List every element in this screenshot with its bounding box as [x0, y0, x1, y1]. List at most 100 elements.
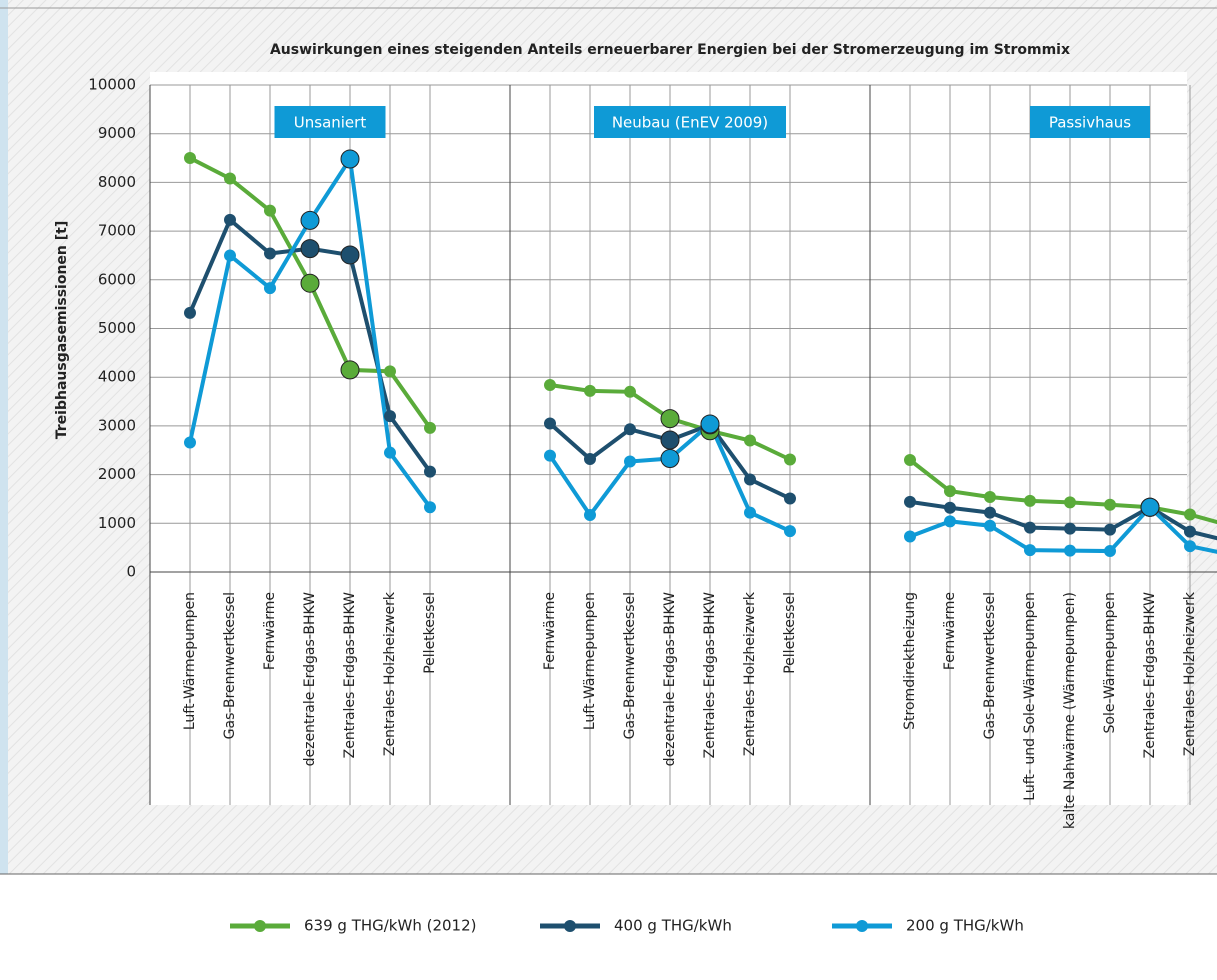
- marker: [424, 421, 436, 434]
- marker: [184, 436, 196, 449]
- marker: [904, 530, 916, 543]
- marker: [624, 423, 636, 436]
- x-tick-label: Gas-Brennwertkessel: [622, 592, 638, 739]
- legend-marker: [856, 920, 868, 932]
- y-tick-label: 2000: [98, 465, 136, 483]
- y-tick-label: 3000: [98, 416, 136, 434]
- marker: [264, 204, 276, 217]
- marker: [1064, 522, 1076, 535]
- x-tick-label: Zentrales Holzheizwerk: [382, 591, 398, 756]
- x-tick-label: Sole-Wärmepumpen: [1102, 592, 1118, 734]
- marker: [1024, 494, 1036, 507]
- marker: [424, 501, 436, 514]
- marker: [584, 384, 596, 397]
- marker: [1024, 521, 1036, 534]
- marker: [384, 410, 396, 423]
- marker: [784, 453, 796, 466]
- chart-title: Auswirkungen eines steigenden Anteils er…: [270, 42, 1070, 58]
- marker: [224, 213, 236, 226]
- marker: [984, 491, 996, 504]
- y-tick-label: 4000: [98, 368, 136, 386]
- marker: [904, 495, 916, 508]
- marker: [300, 210, 320, 230]
- marker: [424, 465, 436, 478]
- marker: [1064, 544, 1076, 557]
- y-tick-label: 10000: [88, 76, 136, 94]
- marker: [660, 430, 680, 450]
- x-tick-label: Zentrales Holzheizwerk: [1182, 591, 1198, 756]
- panel-label-box: [1030, 106, 1150, 138]
- x-tick-label: Zentrales Holzheizwerk: [742, 591, 758, 756]
- marker: [584, 509, 596, 522]
- x-tick-label: kalte Nahwärme (Wärmepumpen): [1062, 592, 1078, 829]
- y-axis-label: Treibhausgasemissionen [t]: [54, 221, 70, 440]
- marker: [1064, 496, 1076, 509]
- legend-label: 200 g THG/kWh: [906, 917, 1024, 935]
- marker: [984, 519, 996, 532]
- marker: [300, 239, 320, 259]
- y-tick-label: 8000: [98, 173, 136, 191]
- marker: [340, 245, 360, 265]
- marker: [1104, 545, 1116, 558]
- marker: [1184, 508, 1196, 521]
- marker: [264, 282, 276, 295]
- marker: [1104, 498, 1116, 511]
- marker: [544, 449, 556, 462]
- x-tick-label: Fernwärme: [262, 592, 278, 670]
- marker: [544, 378, 556, 391]
- x-tick-label: Gas-Brennwertkessel: [222, 592, 238, 739]
- marker: [224, 172, 236, 185]
- marker: [660, 409, 680, 429]
- legend-label: 639 g THG/kWh (2012): [304, 917, 476, 935]
- x-tick-label: Luft-Wärmepumpen: [582, 592, 598, 730]
- marker: [184, 152, 196, 165]
- marker: [904, 453, 916, 466]
- x-tick-label: Fernwärme: [942, 592, 958, 670]
- panel-label: Passivhaus: [1049, 114, 1131, 132]
- y-tick-label: 6000: [98, 270, 136, 288]
- marker: [384, 365, 396, 378]
- marker: [264, 247, 276, 260]
- panel-label: Unsaniert: [294, 114, 367, 132]
- panel-label: Neubau (EnEV 2009): [612, 114, 768, 132]
- marker: [1024, 544, 1036, 557]
- panel-label-box: [274, 106, 386, 138]
- marker: [584, 453, 596, 466]
- marker: [744, 473, 756, 486]
- marker: [660, 449, 680, 469]
- marker: [1184, 525, 1196, 538]
- legend-area: [0, 874, 1217, 980]
- marker: [744, 434, 756, 447]
- marker: [224, 249, 236, 262]
- marker: [784, 525, 796, 538]
- x-tick-label: Zentrales Erdgas-BHKW: [1142, 592, 1158, 759]
- legend-marker: [564, 920, 576, 932]
- marker: [944, 515, 956, 528]
- marker: [624, 385, 636, 398]
- x-tick-label: dezentrale Erdgas-BHKW: [302, 592, 318, 766]
- x-tick-label: Stromdirektheizung: [902, 592, 918, 730]
- x-tick-label: Pelletkessel: [422, 592, 438, 674]
- marker: [1184, 540, 1196, 553]
- x-tick-label: Fernwärme: [542, 592, 558, 670]
- marker: [300, 273, 320, 293]
- y-tick-label: 5000: [98, 319, 136, 337]
- marker: [700, 414, 720, 434]
- x-tick-label: Zentrales Erdgas-BHKW: [702, 592, 718, 759]
- marker: [184, 306, 196, 319]
- y-tick-label: 1000: [98, 514, 136, 532]
- marker: [1104, 523, 1116, 536]
- marker: [624, 455, 636, 468]
- x-tick-label: Pelletkessel: [782, 592, 798, 674]
- y-tick-label: 7000: [98, 222, 136, 240]
- x-tick-label: Zentrales Erdgas-BHKW: [342, 592, 358, 759]
- legend-label: 400 g THG/kWh: [614, 917, 732, 935]
- marker: [784, 492, 796, 505]
- x-tick-label: Gas-Brennwertkessel: [982, 592, 998, 739]
- y-tick-label: 9000: [98, 124, 136, 142]
- marker: [384, 446, 396, 459]
- legend-marker: [254, 920, 266, 932]
- x-tick-label: dezentrale Erdgas-BHKW: [662, 592, 678, 766]
- panel-label-box: [594, 106, 786, 138]
- side-strip: [0, 0, 8, 980]
